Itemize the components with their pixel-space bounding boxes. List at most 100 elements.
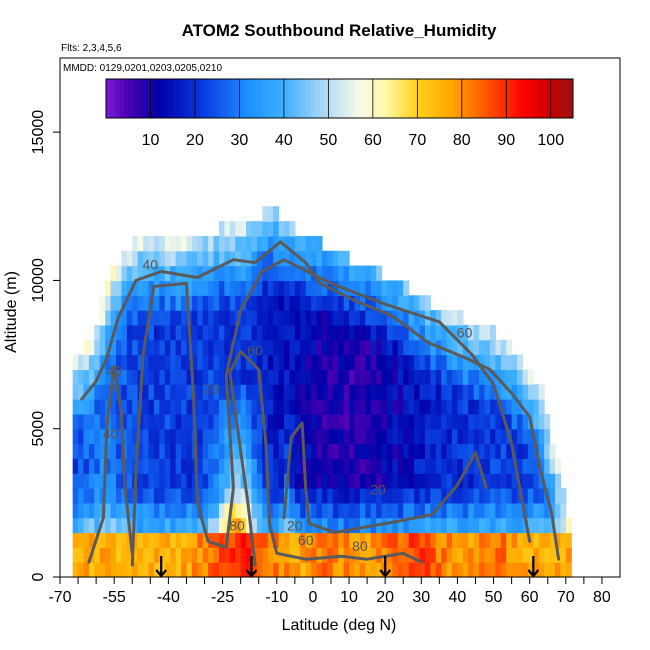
rh-cell	[218, 384, 225, 400]
rh-cell	[376, 473, 383, 489]
rh-cell	[267, 369, 274, 385]
colorbar-swatch	[568, 79, 574, 118]
colorbar-swatch	[421, 79, 427, 118]
rh-cell	[126, 295, 133, 311]
rh-cell	[495, 532, 502, 548]
rh-cell	[327, 250, 334, 267]
rh-cell	[484, 517, 491, 534]
contour-line-20	[282, 421, 488, 534]
rh-cell	[527, 547, 534, 563]
rh-cell	[208, 384, 215, 400]
rh-cell	[533, 488, 540, 504]
colorbar-swatch	[377, 79, 383, 118]
rh-cell	[327, 399, 334, 415]
rh-cell	[186, 517, 193, 534]
rh-cell	[343, 488, 350, 504]
rh-cell	[343, 413, 350, 430]
rh-cell	[457, 384, 464, 400]
rh-cell	[240, 265, 247, 282]
colorbar-swatch	[346, 79, 352, 118]
rh-cell	[137, 295, 144, 311]
rh-cell	[462, 502, 469, 519]
rh-cell	[143, 517, 150, 534]
rh-cell	[197, 235, 204, 252]
rh-cell	[181, 502, 188, 519]
rh-cell	[343, 295, 350, 311]
rh-cell	[218, 310, 225, 326]
rh-cell	[397, 502, 404, 519]
rh-cell	[99, 295, 106, 311]
rh-cell	[218, 295, 225, 311]
rh-cell	[441, 517, 448, 534]
rh-cell	[517, 562, 524, 578]
rh-cell	[116, 547, 123, 563]
rh-cell	[376, 384, 383, 400]
rh-cell	[224, 235, 231, 252]
rh-cell	[311, 280, 318, 296]
rh-cell	[289, 265, 296, 282]
rh-cell	[110, 517, 117, 534]
rh-cell	[414, 384, 421, 400]
rh-cell	[83, 517, 90, 534]
rh-cell	[235, 280, 242, 296]
rh-cell	[278, 562, 285, 578]
rh-cell	[284, 384, 291, 400]
rh-cell	[403, 339, 410, 356]
rh-cell	[327, 265, 334, 282]
rh-cell	[181, 428, 188, 445]
rh-cell	[284, 280, 291, 296]
rh-cell	[544, 532, 551, 548]
rh-cell	[560, 562, 567, 578]
rh-cell	[332, 458, 339, 474]
rh-cell	[435, 517, 442, 534]
rh-cell	[278, 339, 285, 356]
rh-cell	[224, 310, 231, 326]
rh-cell	[544, 458, 551, 474]
rh-cell	[311, 547, 318, 563]
rh-cell	[83, 369, 90, 385]
rh-cell	[457, 310, 464, 326]
rh-cell	[116, 324, 123, 341]
rh-cell	[506, 562, 513, 578]
rh-cell	[197, 547, 204, 563]
rh-cell	[479, 413, 486, 430]
rh-cell	[148, 547, 155, 563]
rh-cell	[408, 369, 415, 385]
rh-cell	[262, 502, 269, 519]
rh-cell	[489, 428, 496, 445]
rh-cell	[294, 562, 301, 578]
rh-cell	[511, 384, 518, 400]
rh-cell	[403, 310, 410, 326]
rh-cell	[365, 265, 372, 282]
rh-cell	[376, 488, 383, 504]
rh-cell	[300, 324, 307, 341]
rh-cell	[153, 310, 160, 326]
colorbar-swatch	[154, 79, 160, 118]
rh-cell	[78, 532, 85, 548]
rh-cell	[359, 428, 366, 445]
rh-cell	[338, 339, 345, 356]
rh-cell	[332, 443, 339, 459]
rh-cell	[468, 324, 475, 341]
x-tick-label: -25	[211, 589, 234, 606]
rh-cell	[527, 502, 534, 519]
rh-cell	[186, 399, 193, 415]
rh-cell	[132, 295, 139, 311]
rh-cell	[370, 547, 377, 563]
rh-cell	[99, 473, 106, 489]
rh-cell	[170, 399, 177, 415]
rh-cell	[430, 517, 437, 534]
rh-cell	[289, 354, 296, 370]
rh-cell	[256, 295, 263, 311]
rh-cell	[370, 458, 377, 474]
rh-cell	[126, 280, 133, 296]
rh-cell	[321, 399, 328, 415]
rh-cell	[419, 339, 426, 356]
rh-cell	[457, 458, 464, 474]
rh-cell	[332, 310, 339, 326]
rh-cell	[121, 250, 128, 267]
rh-cell	[446, 473, 453, 489]
rh-cell	[191, 369, 198, 385]
rh-cell	[208, 458, 215, 474]
colorbar-swatch	[368, 79, 374, 118]
